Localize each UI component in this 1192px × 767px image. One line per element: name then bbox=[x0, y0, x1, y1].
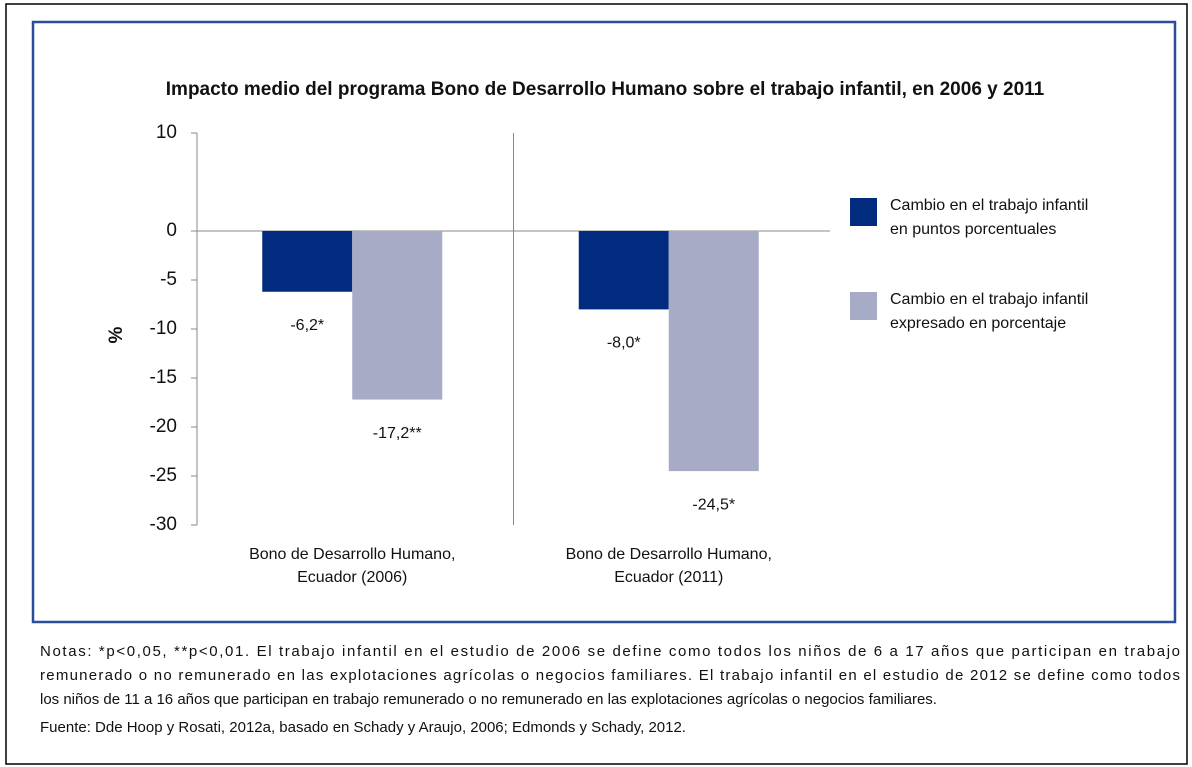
y-tick-label: -10 bbox=[150, 318, 177, 339]
legend-label: en puntos porcentuales bbox=[890, 221, 1056, 238]
y-tick-label: 0 bbox=[166, 220, 177, 241]
x-tick-label: Ecuador (2011) bbox=[614, 569, 723, 586]
legend-swatch bbox=[850, 198, 877, 226]
value-label: -24,5* bbox=[692, 496, 735, 513]
note: Fuente: Dde Hoop y Rosati, 2012a, basado… bbox=[40, 719, 686, 736]
chart-title: Impacto medio del programa Bono de Desar… bbox=[166, 79, 1045, 100]
y-tick-label: -30 bbox=[150, 514, 177, 535]
x-tick-label: Ecuador (2006) bbox=[297, 569, 407, 586]
value-label: -6,2* bbox=[290, 317, 324, 334]
bar bbox=[578, 231, 669, 310]
legend-label: Cambio en el trabajo infantil bbox=[890, 291, 1088, 308]
bar bbox=[352, 231, 443, 400]
chart-frame bbox=[31, 20, 1177, 624]
legend-swatch bbox=[850, 292, 877, 320]
y-tick-label: -20 bbox=[150, 416, 177, 437]
bar bbox=[262, 231, 353, 292]
legend-label: expresado en porcentaje bbox=[890, 315, 1066, 332]
note: Notas: *p<0,05, **p<0,01. El trabajo inf… bbox=[40, 643, 1180, 660]
outer-frame bbox=[5, 3, 1188, 765]
note: remunerado o no remunerado en las explot… bbox=[40, 667, 1180, 684]
y-axis-label: % bbox=[106, 326, 127, 343]
legend-label: Cambio en el trabajo infantil bbox=[890, 197, 1088, 214]
y-tick-label: -25 bbox=[150, 465, 177, 486]
bar bbox=[668, 231, 759, 472]
value-label: -17,2** bbox=[373, 425, 422, 442]
x-tick-label: Bono de Desarrollo Humano, bbox=[566, 546, 772, 563]
y-tick-label: 10 bbox=[156, 122, 177, 143]
x-tick-label: Bono de Desarrollo Humano, bbox=[249, 546, 455, 563]
y-tick-label: -15 bbox=[150, 367, 177, 388]
value-label: -8,0* bbox=[607, 335, 641, 352]
note: los niños de 11 a 16 años que participan… bbox=[40, 691, 937, 708]
y-tick-label: -5 bbox=[160, 269, 177, 290]
